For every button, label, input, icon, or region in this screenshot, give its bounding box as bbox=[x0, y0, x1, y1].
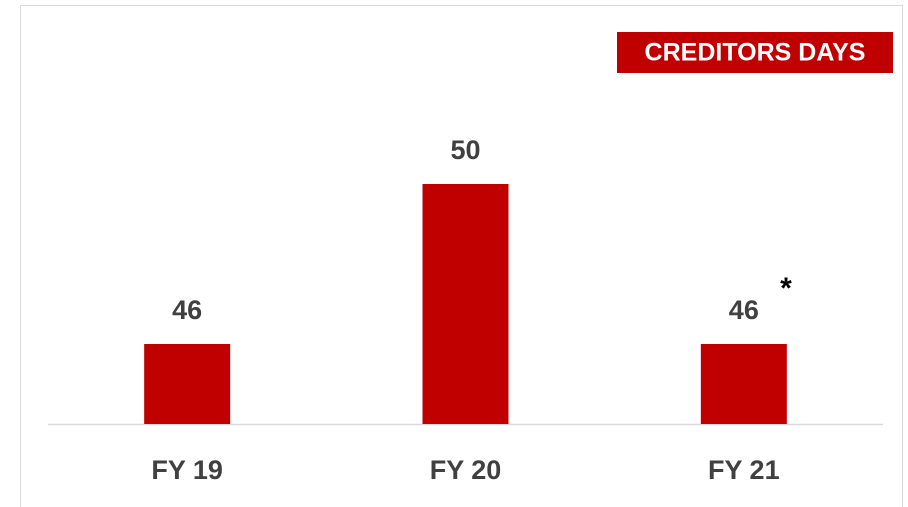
data-label: 46 bbox=[729, 295, 759, 325]
title-box bbox=[617, 32, 893, 73]
bar bbox=[700, 344, 787, 424]
x-tick-label: FY 19 bbox=[151, 455, 223, 485]
data-label: 46 bbox=[172, 295, 202, 325]
x-tick-label: FY 21 bbox=[708, 455, 780, 485]
data-label: 50 bbox=[450, 135, 480, 165]
frame bbox=[20, 5, 903, 507]
chart-title: CREDITORS DAYS bbox=[645, 39, 866, 67]
annotation: * bbox=[780, 272, 792, 305]
bar bbox=[144, 344, 231, 424]
bar bbox=[422, 184, 509, 424]
x-tick-label: FY 20 bbox=[430, 455, 502, 485]
